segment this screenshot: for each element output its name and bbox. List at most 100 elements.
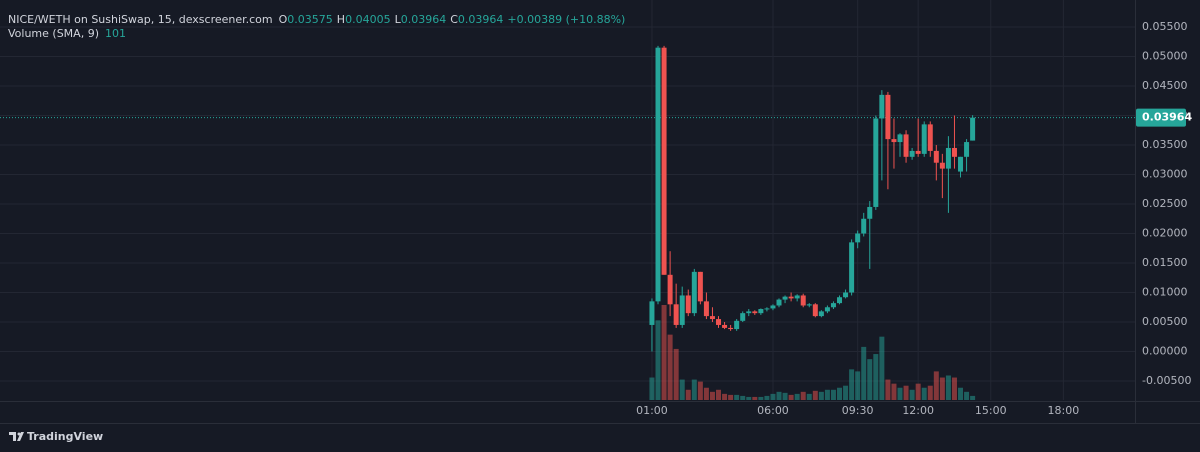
volume-bar xyxy=(915,383,921,400)
candle-body xyxy=(933,150,939,163)
candle-body xyxy=(885,94,891,140)
candle-body xyxy=(867,206,873,219)
candle-body xyxy=(667,274,673,305)
volume-bar xyxy=(703,387,709,400)
y-tick-label: 0.00000 xyxy=(1142,345,1188,358)
candle-body xyxy=(824,307,830,312)
change: +0.00389 (+10.88%) xyxy=(507,13,625,26)
volume-bar xyxy=(830,389,836,400)
candle-body xyxy=(837,297,843,304)
volume-label: Volume (SMA, 9) xyxy=(8,27,99,40)
candle-body xyxy=(776,299,782,306)
volume-bar xyxy=(770,393,776,400)
candle-body xyxy=(746,311,752,314)
volume-bar xyxy=(649,377,655,400)
ohlc-key: O xyxy=(279,13,288,26)
volume-bar xyxy=(746,396,752,400)
candle-body xyxy=(800,295,806,306)
y-tick-label: 0.05000 xyxy=(1142,50,1188,63)
volume-bar xyxy=(691,379,697,400)
candle-body xyxy=(843,292,849,298)
volume-bar xyxy=(849,369,855,400)
volume-bar xyxy=(837,387,843,400)
candle-body xyxy=(764,308,770,310)
ohlc-value: 0.03964 xyxy=(401,13,447,26)
volume-bar xyxy=(788,394,794,400)
tradingview-logo xyxy=(9,432,24,441)
candle-body xyxy=(897,134,903,143)
candle-body xyxy=(673,304,679,325)
candle-body xyxy=(970,117,976,141)
brand: TradingView xyxy=(27,430,103,443)
last-price-label: 0.03964 xyxy=(1142,111,1192,124)
candle-body xyxy=(679,295,685,325)
ohlc-value: 0.03575 xyxy=(287,13,333,26)
volume-bar xyxy=(958,387,964,400)
candle-body xyxy=(830,303,836,308)
volume-bar xyxy=(903,385,909,400)
volume-bar xyxy=(879,336,885,400)
candle-body xyxy=(927,124,933,151)
candle-body xyxy=(891,139,897,143)
candle-body xyxy=(661,47,667,275)
y-tick-label: 0.03500 xyxy=(1142,138,1188,151)
x-tick-label: 15:00 xyxy=(975,404,1007,417)
volume-bar xyxy=(921,387,927,400)
volume-bar xyxy=(927,385,933,400)
volume-bar xyxy=(661,305,667,400)
candle-body xyxy=(655,47,661,302)
volume-bar xyxy=(891,383,897,400)
candle-body xyxy=(806,304,812,306)
candle-layer xyxy=(649,45,976,352)
volume-bar xyxy=(867,359,873,400)
ohlc-key: L xyxy=(395,13,402,26)
candle-body xyxy=(716,319,722,325)
candle-body xyxy=(709,316,715,320)
candle-body xyxy=(794,295,800,299)
candle-body xyxy=(691,271,697,314)
volume-layer xyxy=(649,305,976,400)
x-tick-label: 12:00 xyxy=(902,404,934,417)
candle-body xyxy=(740,313,746,321)
volume-bar xyxy=(806,393,812,400)
volume-bar xyxy=(673,348,679,400)
volume-bar xyxy=(752,396,758,400)
candle-body xyxy=(685,295,691,314)
volume-bar xyxy=(679,379,685,400)
candle-body xyxy=(734,320,740,330)
candle-body xyxy=(903,134,909,157)
candle-body xyxy=(758,309,764,314)
volume-bar xyxy=(897,387,903,400)
volume-bar xyxy=(685,389,691,400)
volume-bar xyxy=(885,379,891,400)
candle-body xyxy=(861,218,867,234)
volume-legend: Volume (SMA, 9) 101 xyxy=(8,27,126,40)
y-tick-label: -0.00500 xyxy=(1142,374,1191,387)
candle-body xyxy=(849,242,855,293)
volume-bar xyxy=(818,391,824,400)
volume-bar xyxy=(667,334,673,400)
volume-bar xyxy=(933,371,939,400)
candle-body xyxy=(703,301,709,317)
volume-bar xyxy=(824,389,830,400)
candle-body xyxy=(921,124,927,154)
last-price-badge xyxy=(1136,108,1186,127)
volume-bar xyxy=(873,354,879,400)
candle-body xyxy=(649,301,655,325)
candle-body xyxy=(958,156,964,172)
candle-body xyxy=(951,147,957,157)
volume-bar xyxy=(722,393,728,400)
volume-value: 101 xyxy=(105,27,126,40)
volume-bar xyxy=(843,385,849,400)
candle-body xyxy=(788,296,794,299)
candle-body xyxy=(915,150,921,154)
candle-body xyxy=(964,142,970,157)
axis-layer: 0.055000.050000.045000.040000.035000.030… xyxy=(636,20,1192,417)
candle-body xyxy=(697,271,703,302)
volume-bar xyxy=(861,346,867,400)
volume-bar xyxy=(945,375,951,400)
volume-bar xyxy=(716,389,722,400)
volume-bar xyxy=(655,320,661,400)
ohlc-value: 0.03964 xyxy=(458,13,504,26)
